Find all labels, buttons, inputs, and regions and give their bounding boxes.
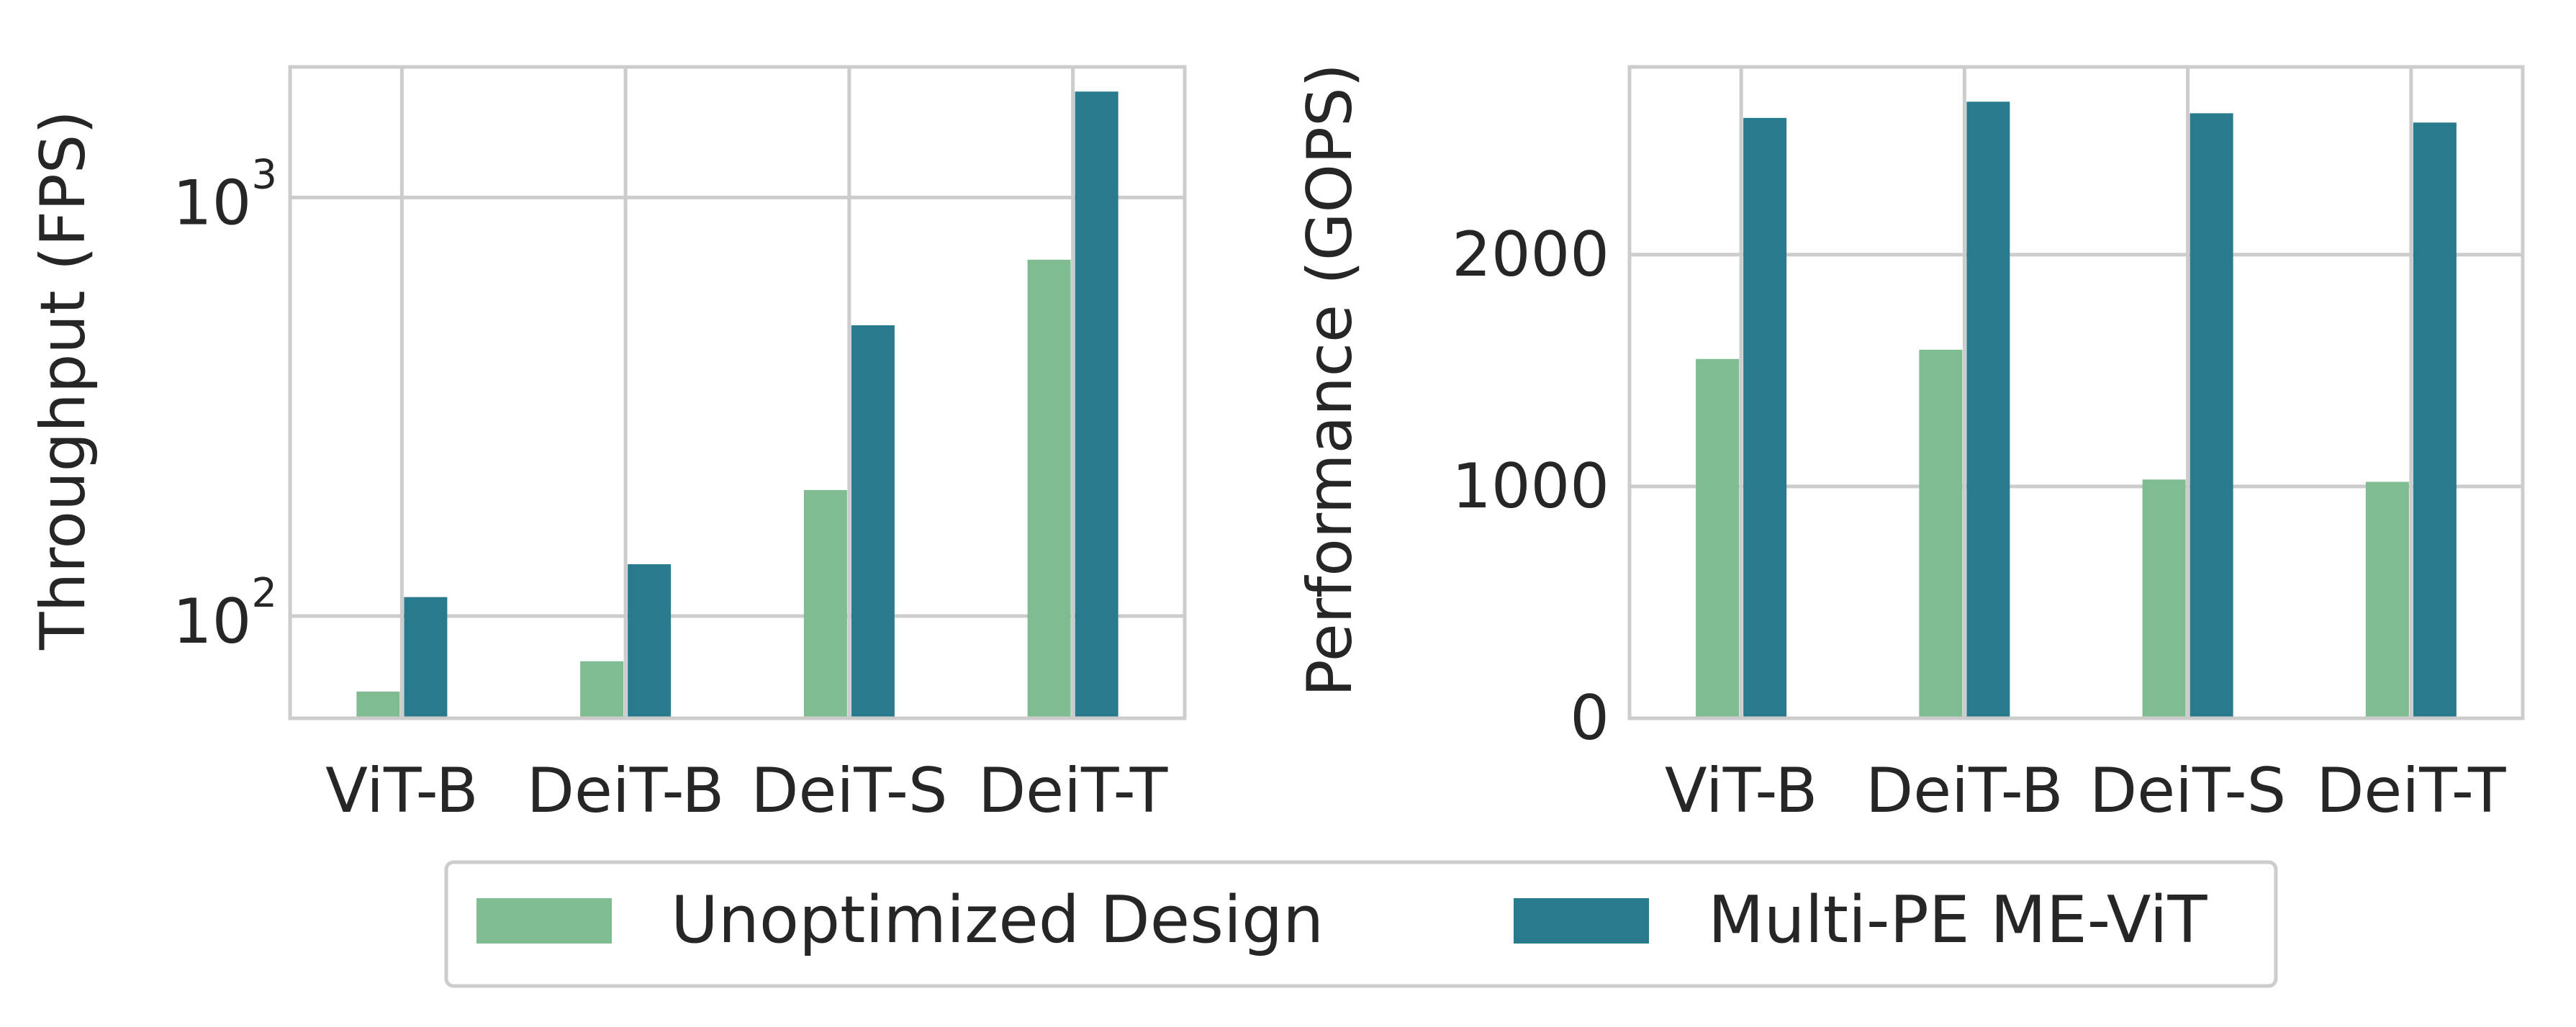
throughput-bar-multi-pe-vit-b	[404, 597, 448, 718]
throughput-y-tick-base: 10	[173, 167, 251, 239]
throughput-bar-multi-pe-deit-b	[628, 564, 672, 718]
performance-bar-unoptimized-deit-b	[1919, 349, 1963, 718]
performance-y-axis-label: Performance (GOPS)	[1294, 63, 1366, 697]
performance-bar-multi-pe-deit-b	[1966, 101, 2010, 718]
throughput-y-tick-label: 102	[173, 570, 277, 659]
throughput-bar-unoptimized-deit-t	[1027, 259, 1071, 718]
performance-chart: 0 1000 2000 ViT-B DeiT-B DeiT-S DeiT-T Performa…	[1294, 63, 2525, 827]
throughput-bar-unoptimized-deit-s	[803, 489, 847, 718]
throughput-x-tick-label: DeiT-B	[527, 755, 725, 827]
throughput-bar-multi-pe-deit-t	[1075, 91, 1118, 718]
performance-x-tick-label: DeiT-S	[2089, 755, 2286, 827]
performance-y-tick-label: 2000	[1452, 219, 1609, 291]
throughput-y-tick-exponent: 2	[251, 570, 277, 617]
throughput-y-axis-label: Throughput (FPS)	[27, 110, 99, 651]
throughput-bar-unoptimized-deit-b	[580, 661, 624, 718]
throughput-y-tick-base: 10	[173, 586, 251, 658]
throughput-x-tick-label: DeiT-S	[751, 755, 947, 827]
throughput-x-tick-label: ViT-B	[325, 755, 478, 827]
legend-swatch-unoptimized	[476, 898, 612, 944]
performance-x-tick-label: DeiT-T	[2316, 755, 2506, 827]
throughput-bar-multi-pe-deit-s	[851, 325, 895, 718]
performance-bar-unoptimized-deit-t	[2365, 481, 2409, 718]
legend-swatch-multi-pe	[1514, 898, 1649, 944]
legend-label-multi-pe: Multi-PE ME-ViT	[1708, 882, 2208, 958]
performance-y-tick-label: 0	[1570, 682, 1609, 754]
performance-bar-unoptimized-vit-b	[1696, 358, 1740, 718]
throughput-y-tick-label: 103	[173, 151, 277, 240]
legend: Unoptimized Design Multi-PE ME-ViT	[444, 860, 2278, 988]
performance-bar-multi-pe-vit-b	[1743, 117, 1787, 718]
performance-bar-unoptimized-deit-s	[2142, 479, 2186, 718]
performance-y-tick-label: 1000	[1452, 451, 1609, 522]
performance-x-tick-label: ViT-B	[1665, 755, 1817, 827]
performance-x-tick-label: DeiT-B	[1866, 755, 2064, 827]
legend-label-unoptimized: Unoptimized Design	[671, 882, 1324, 958]
legend-frame	[444, 860, 2278, 988]
throughput-y-tick-exponent: 3	[251, 151, 277, 198]
performance-bar-multi-pe-deit-t	[2413, 122, 2457, 718]
throughput-bar-unoptimized-vit-b	[356, 691, 400, 718]
throughput-x-tick-label: DeiT-T	[978, 755, 1168, 827]
performance-bar-multi-pe-deit-s	[2189, 113, 2233, 718]
